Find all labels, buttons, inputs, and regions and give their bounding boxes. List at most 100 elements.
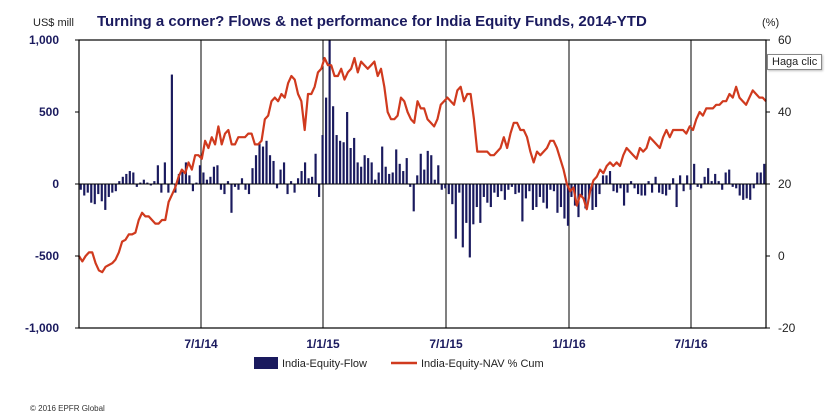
flow-bar (440, 184, 443, 190)
flow-bar (651, 184, 654, 193)
flow-bar (419, 153, 422, 184)
flow-bar (598, 184, 601, 195)
flow-bar (272, 160, 275, 184)
flow-bar (275, 184, 279, 189)
flow-bar (686, 175, 689, 184)
flow-bar (356, 162, 359, 184)
flow-bar (237, 184, 240, 190)
flow-bar (107, 184, 110, 197)
flow-bar (696, 184, 699, 187)
flow-bar (335, 135, 338, 184)
flow-bar (668, 184, 671, 190)
flow-bar (472, 184, 475, 225)
flow-bar (342, 142, 345, 184)
flow-bar (430, 155, 433, 184)
flow-bar (293, 184, 296, 193)
flow-bar (454, 184, 457, 239)
flow-bar (104, 184, 107, 210)
flow-bar (468, 184, 471, 258)
y-right-tick-label: 40 (778, 105, 792, 119)
flow-bar (437, 165, 440, 184)
flow-bar (531, 184, 534, 210)
flow-bar (700, 184, 703, 189)
flow-bar (398, 163, 401, 184)
y-right-axis: 60 40 20 0 -20 (766, 33, 796, 335)
flow-bar (679, 175, 682, 184)
flow-bar (212, 166, 216, 184)
flow-bar (318, 184, 321, 197)
flow-bar (489, 184, 492, 208)
x-tick-label: 7/1/16 (674, 337, 708, 351)
flow-bar (745, 184, 748, 199)
chart-title: Turning a corner? Flows & net performanc… (97, 13, 647, 30)
y-left-tick-label: -500 (35, 249, 59, 263)
flow-bar (591, 184, 594, 210)
flow-bar (549, 184, 552, 190)
flow-bar (286, 184, 289, 195)
legend-label-nav: India-Equity-NAV % Cum (421, 358, 544, 370)
flow-bar (724, 172, 727, 184)
flow-bar (247, 184, 251, 195)
flow-bar (514, 184, 517, 195)
flow-bar (714, 173, 717, 184)
flow-bar (209, 176, 212, 184)
flow-bar (226, 181, 230, 184)
flow-bar (332, 106, 335, 184)
flow-bar (738, 184, 741, 196)
flow-bar (90, 184, 93, 203)
flow-bar (580, 184, 584, 196)
flow-bar (219, 184, 223, 190)
flow-bar (643, 184, 647, 196)
flow-bar (444, 184, 447, 189)
flow-bar (363, 155, 366, 184)
flow-bar (170, 74, 173, 184)
flow-bar (542, 184, 545, 203)
flow-bar (742, 184, 745, 200)
flow-bar (325, 97, 328, 184)
flow-bar (675, 184, 678, 208)
flow-bar (195, 182, 198, 184)
nav-line (78, 56, 767, 274)
flow-bar (458, 184, 461, 193)
flow-bar (752, 184, 755, 189)
flow-bar (721, 184, 724, 190)
flow-bar (118, 181, 121, 184)
flow-bar (307, 178, 310, 184)
flow-bar (202, 172, 205, 184)
flow-bar (528, 184, 531, 192)
flow-bar (749, 184, 752, 200)
flow-bar (510, 184, 513, 187)
flow-bar (524, 184, 527, 199)
flow-bar (328, 40, 331, 184)
flow-bar (601, 175, 605, 184)
flow-bar (584, 184, 587, 209)
flow-bar (566, 184, 570, 226)
flow-bar (759, 172, 762, 184)
flow-bar (608, 171, 612, 184)
flow-bar (142, 179, 145, 184)
flow-bar (303, 162, 307, 184)
flow-bar (661, 184, 664, 195)
flow-bar (353, 137, 356, 184)
flow-bar (682, 184, 685, 192)
legend: India-Equity-Flow India-Equity-NAV % Cum (254, 357, 544, 370)
flow-bar (265, 140, 268, 184)
flow-bar (475, 184, 478, 208)
flow-bar (426, 150, 429, 184)
flow-bar (198, 165, 202, 184)
x-tick-label: 1/1/15 (306, 337, 340, 351)
flow-bar (93, 184, 96, 205)
flow-bar (346, 112, 349, 184)
flow-bar (763, 163, 766, 184)
flow-bar (693, 163, 696, 184)
flow-bar (230, 184, 233, 213)
flow-bar (167, 184, 170, 193)
flow-bar (181, 169, 184, 184)
flow-bar (636, 184, 640, 195)
flow-bar (339, 140, 342, 184)
flow-bar (121, 176, 124, 184)
flow-bar (268, 155, 272, 184)
flow-bar (622, 184, 626, 206)
flow-bar (188, 175, 191, 184)
flow-bar (146, 182, 149, 184)
